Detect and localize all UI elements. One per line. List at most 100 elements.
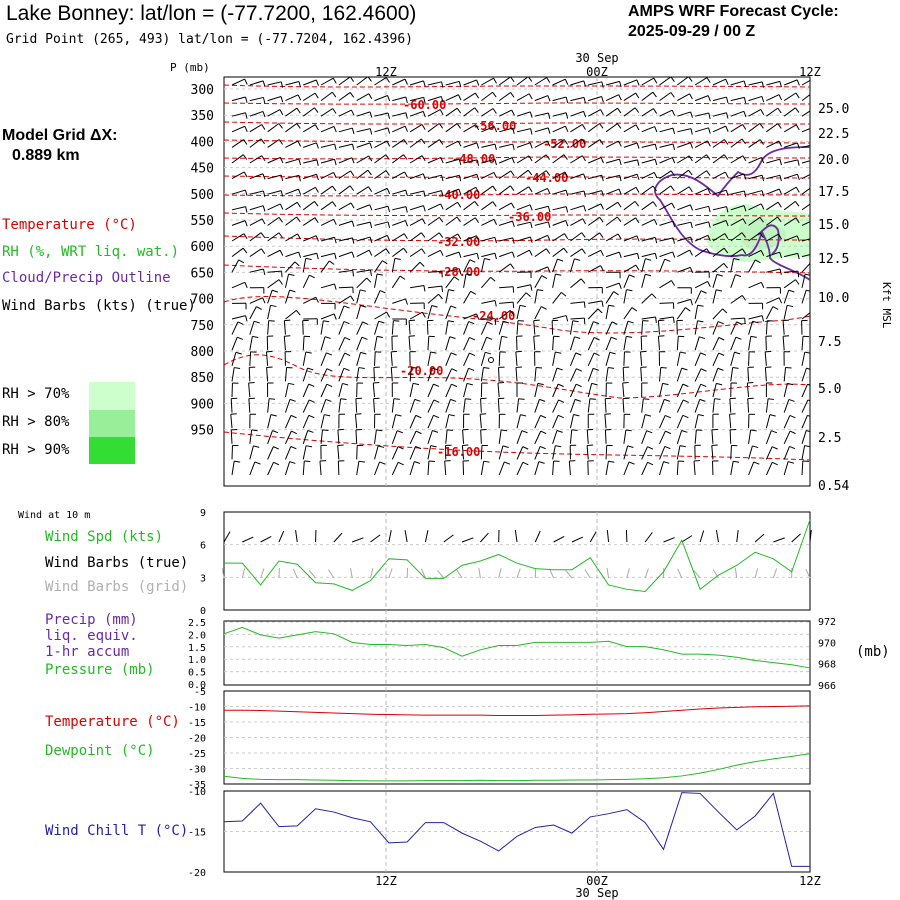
wind-barb-flag [708, 221, 711, 228]
legend-wind-barbs-true: Wind Barbs (true) [45, 555, 189, 571]
wind-barb-flag [571, 429, 578, 431]
wind-barb-flag [628, 461, 635, 465]
wind-barb [570, 190, 585, 195]
wind-barb-flag [761, 175, 765, 182]
wind-barb-flag [752, 320, 759, 324]
wind-barb-flag [733, 258, 740, 261]
wind-barb [409, 110, 424, 117]
wind-barb-flag [574, 258, 581, 261]
wind-barb [570, 317, 585, 320]
wind-barb-flag [512, 127, 515, 135]
wind-barb [284, 430, 292, 445]
wind-barb-flag [616, 123, 622, 129]
wind-barb-flag [450, 305, 457, 309]
wind-barb-flag [433, 383, 440, 387]
wind-barb-flag [278, 139, 283, 145]
wind-barb-flag [456, 216, 461, 223]
wind-barb [303, 186, 316, 195]
wind10m-grid-barb [772, 568, 778, 579]
wind-barb [356, 93, 370, 102]
wind-barb [320, 158, 335, 164]
wind-barb-flag [547, 206, 551, 213]
wind-barb [373, 367, 375, 382]
wind-barb-flag [305, 351, 312, 354]
wind-barb [320, 283, 335, 289]
wind-barb-flag [806, 429, 810, 433]
wind-barb [782, 320, 785, 335]
wind-barb-flag [457, 201, 462, 208]
wind-barb [801, 289, 807, 304]
wind-barb-flag [634, 201, 640, 207]
wind-barb [283, 320, 286, 335]
wind-barb-flag [607, 367, 615, 369]
wind-barb-flag [350, 170, 355, 177]
wind-barb [231, 139, 244, 148]
wind-barb [730, 258, 735, 273]
wind-barb [499, 220, 513, 226]
wind-barb [249, 232, 262, 242]
wind-barb [693, 461, 696, 476]
wind-barb [641, 185, 654, 195]
wind-barb-flag [581, 232, 586, 238]
wind-barb-flag [230, 413, 237, 415]
wind10m-grid-barb [221, 568, 225, 579]
wind-barb-flag [689, 93, 693, 100]
wind-barb-flag [308, 383, 315, 387]
wind-barb [730, 274, 736, 288]
wind-barb-flag [689, 249, 693, 256]
wind-barb [783, 289, 790, 304]
wind-barb-flag [795, 186, 800, 193]
wind-barb-flag [512, 143, 515, 151]
wind-barb [605, 80, 620, 86]
wind-barb [409, 446, 416, 460]
wind-barb-flag [431, 305, 438, 308]
wind-barb-flag [813, 92, 817, 97]
wind-barb-flag [575, 383, 582, 388]
wind-barb [622, 367, 625, 382]
wind-barb [356, 77, 369, 86]
wind-barb [766, 158, 780, 164]
wind10m-barb [681, 535, 693, 543]
wind-barb [748, 139, 761, 148]
wind-barb-flag [618, 282, 622, 289]
wind-barb [570, 278, 582, 289]
wind-barb [588, 174, 602, 180]
wind-barb-flag [404, 220, 408, 227]
wind-barb [587, 398, 591, 413]
wind-barb [623, 217, 636, 226]
wind-barb [659, 280, 672, 289]
wind-barb-flag [565, 315, 569, 322]
wind-barb-flag [816, 144, 817, 150]
wind-barb [302, 336, 305, 351]
wind-barb [605, 461, 609, 476]
wind-barb-flag [778, 297, 783, 304]
wind-barb-flag [652, 185, 657, 192]
wind-barb-flag [525, 292, 531, 298]
wind-barb-flag [405, 206, 408, 213]
wind-barb [747, 367, 750, 382]
wind-barb [641, 414, 646, 429]
wind-barb-flag [387, 221, 391, 228]
wind-barb-flag [394, 257, 401, 261]
wind10m-barb [480, 532, 489, 543]
wind-barb-flag [796, 79, 800, 86]
wind-barb [801, 351, 806, 366]
wind-barb [356, 367, 360, 382]
wind-barb [677, 221, 692, 226]
wind-barb-flag [469, 259, 476, 263]
wind-barb [641, 201, 654, 211]
wind10m-barb [699, 530, 705, 543]
isotherm-28 [224, 264, 810, 274]
precip-tick-label: 2.5 [188, 618, 206, 629]
calm-wind-marker [488, 357, 494, 363]
legend-wind-chill: Wind Chill T (°C) [45, 823, 189, 839]
wind-barb-flag [262, 97, 266, 104]
iso-label-56: -56.00 [473, 119, 516, 133]
wind-barb [374, 321, 380, 335]
wind-barb-flag [547, 235, 551, 242]
wind-barb-flag [441, 81, 444, 88]
wind-barb [248, 367, 251, 382]
wind-barb [605, 188, 620, 195]
wind-barb-flag [403, 154, 408, 160]
wind-barb [249, 80, 264, 86]
